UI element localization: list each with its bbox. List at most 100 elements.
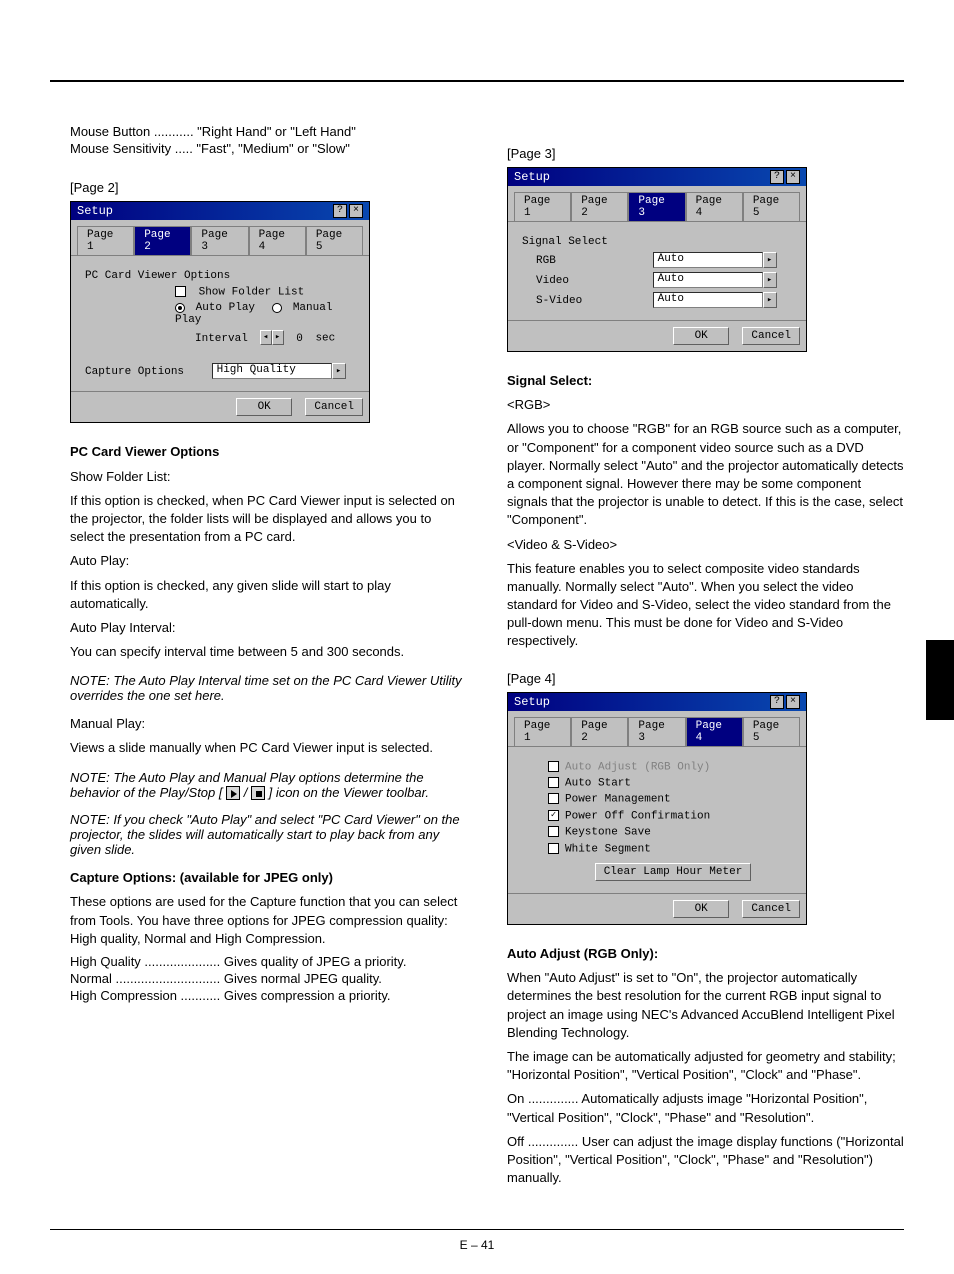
capture-options-label: Capture Options (85, 366, 205, 378)
auto-start-checkbox[interactable] (548, 777, 559, 788)
auto-adjust-checkbox[interactable] (548, 761, 559, 772)
svideo-label: S-Video (536, 295, 646, 307)
rgb-select[interactable]: Auto (653, 252, 763, 268)
manual-play-heading: Manual Play: (70, 715, 467, 733)
dialog-title: Setup (514, 170, 768, 184)
auto-play-heading: Auto Play: (70, 552, 467, 570)
play-icon (226, 786, 240, 800)
tab-page5[interactable]: Page 5 (306, 226, 363, 255)
top-rule (50, 80, 904, 82)
dropdown-arrow-icon[interactable]: ▸ (763, 292, 777, 308)
video-label: Video (536, 275, 646, 287)
help-icon[interactable]: ? (770, 695, 784, 709)
dialog-title: Setup (514, 695, 768, 709)
show-folder-checkbox[interactable] (175, 286, 186, 297)
rgb-text: Allows you to choose "RGB" for an RGB so… (507, 420, 904, 529)
tab-page2[interactable]: Page 2 (571, 717, 628, 746)
spin-left-icon: ◂ (260, 330, 272, 345)
auto-play-text: If this option is checked, any given sli… (70, 577, 467, 613)
page4-section-title: [Page 4] (507, 671, 904, 686)
mouse-sensitivity-row: Mouse Sensitivity ..... "Fast", "Medium"… (70, 141, 467, 156)
power-mgmt-label: Power Management (565, 794, 671, 806)
tab-page4[interactable]: Page 4 (686, 192, 743, 221)
show-folder-label: Show Folder List (199, 286, 305, 298)
sec-label: sec (315, 333, 335, 345)
on-row: On .............. Automatically adjusts … (507, 1090, 904, 1126)
page-number: E – 41 (0, 1238, 954, 1252)
manual-play-text: Views a slide manually when PC Card View… (70, 739, 467, 757)
titlebar: Setup ? × (508, 168, 806, 186)
auto-play-label: Auto Play (196, 302, 266, 314)
dropdown-arrow-icon[interactable]: ▸ (763, 272, 777, 288)
ok-button[interactable]: OK (236, 398, 292, 416)
tab-page3[interactable]: Page 3 (191, 226, 248, 255)
rgb-subheading: <RGB> (507, 396, 904, 414)
white-segment-checkbox[interactable] (548, 843, 559, 854)
capture-text: These options are used for the Capture f… (70, 893, 467, 948)
mouse-button-row: Mouse Button ........... "Right Hand" or… (70, 124, 467, 139)
keystone-save-label: Keystone Save (565, 827, 651, 839)
tab-strip: Page 1 Page 2 Page 3 Page 4 Page 5 (71, 220, 369, 256)
tab-page1[interactable]: Page 1 (514, 192, 571, 221)
close-icon[interactable]: × (786, 170, 800, 184)
capture-heading: Capture Options: (available for JPEG onl… (70, 870, 333, 885)
signal-select-label: Signal Select (522, 236, 792, 248)
tab-page1[interactable]: Page 1 (77, 226, 134, 255)
titlebar: Setup ? × (71, 202, 369, 220)
help-icon[interactable]: ? (333, 204, 347, 218)
cancel-button[interactable]: Cancel (742, 900, 800, 918)
auto-adjust-text2: The image can be automatically adjusted … (507, 1048, 904, 1084)
tab-page4[interactable]: Page 4 (249, 226, 306, 255)
dropdown-arrow-icon[interactable]: ▸ (763, 252, 777, 268)
close-icon[interactable]: × (786, 695, 800, 709)
tab-page5[interactable]: Page 5 (743, 192, 800, 221)
hc-row: High Compression ........... Gives compr… (70, 988, 467, 1003)
svideo-select[interactable]: Auto (653, 292, 763, 308)
manual-play-radio[interactable] (272, 303, 282, 313)
help-icon[interactable]: ? (770, 170, 784, 184)
setup-dialog-page4: Setup ? × Page 1 Page 2 Page 3 Page 4 Pa… (507, 692, 807, 925)
rgb-label: RGB (536, 255, 646, 267)
interval-label: Interval (195, 333, 253, 345)
pcviewer-heading: PC Card Viewer Options (70, 444, 219, 459)
off-row: Off .............. User can adjust the i… (507, 1133, 904, 1188)
interval-value: 0 (296, 333, 303, 345)
bottom-rule (50, 1229, 904, 1230)
auto-play-radio[interactable] (175, 303, 185, 313)
note-autoplay: NOTE: If you check "Auto Play" and selec… (70, 812, 467, 857)
cancel-button[interactable]: Cancel (742, 327, 800, 345)
tab-page4[interactable]: Page 4 (686, 717, 743, 746)
titlebar: Setup ? × (508, 693, 806, 711)
clear-lamp-button[interactable]: Clear Lamp Hour Meter (595, 863, 752, 881)
ok-button[interactable]: OK (673, 900, 729, 918)
video-select[interactable]: Auto (653, 272, 763, 288)
white-segment-label: White Segment (565, 843, 651, 855)
power-mgmt-checkbox[interactable] (548, 793, 559, 804)
interval-spinner[interactable]: ◂ ▸ (260, 330, 284, 345)
auto-start-label: Auto Start (565, 777, 631, 789)
auto-adjust-text: When "Auto Adjust" is set to "On", the p… (507, 969, 904, 1042)
note-interval: NOTE: The Auto Play Interval time set on… (70, 673, 467, 703)
tab-page2[interactable]: Page 2 (571, 192, 628, 221)
dialog-title: Setup (77, 204, 331, 218)
dropdown-arrow-icon[interactable]: ▸ (332, 363, 346, 379)
tab-page3[interactable]: Page 3 (628, 717, 685, 746)
cancel-button[interactable]: Cancel (305, 398, 363, 416)
close-icon[interactable]: × (349, 204, 363, 218)
viewer-options-label: PC Card Viewer Options (85, 270, 355, 282)
tab-page2[interactable]: Page 2 (134, 226, 191, 255)
page2-section-title: [Page 2] (70, 180, 467, 195)
tab-page1[interactable]: Page 1 (514, 717, 571, 746)
ok-button[interactable]: OK (673, 327, 729, 345)
keystone-save-checkbox[interactable] (548, 826, 559, 837)
video-text: This feature enables you to select compo… (507, 560, 904, 651)
hq-row: High Quality ..................... Gives… (70, 954, 467, 969)
auto-adjust-label: Auto Adjust (RGB Only) (565, 761, 710, 773)
video-subheading: <Video & S-Video> (507, 536, 904, 554)
auto-play-interval-heading: Auto Play Interval: (70, 619, 467, 637)
tab-page5[interactable]: Page 5 (743, 717, 800, 746)
normal-row: Normal ............................. Giv… (70, 971, 467, 986)
capture-options-select[interactable]: High Quality (212, 363, 332, 379)
power-off-conf-checkbox[interactable]: ✓ (548, 810, 559, 821)
tab-page3[interactable]: Page 3 (628, 192, 685, 221)
